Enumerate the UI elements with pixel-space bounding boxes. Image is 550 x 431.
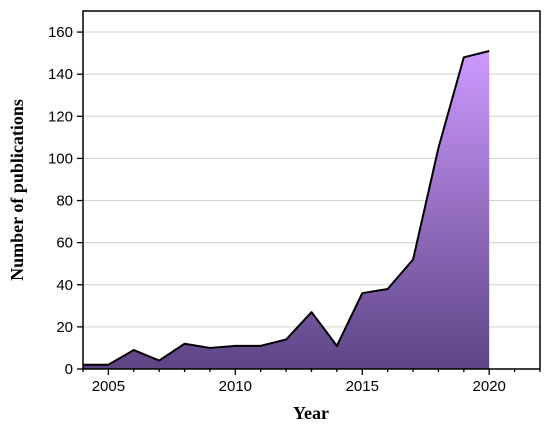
area-fill [83, 51, 490, 369]
x-tick-label: 2020 [473, 378, 506, 395]
x-tick-label: 2015 [346, 378, 379, 395]
plot-frame [82, 10, 541, 370]
x-tick-label: 2005 [92, 378, 125, 395]
y-tick-label: 80 [56, 193, 73, 210]
area-series [83, 50, 490, 369]
y-tick-label: 0 [65, 361, 73, 378]
axis-ticks [77, 31, 541, 375]
y-tick-label: 40 [56, 277, 73, 294]
gridlines [83, 31, 540, 328]
y-tick-label: 100 [48, 150, 73, 167]
y-tick-label: 140 [48, 66, 73, 83]
y-tick-label: 160 [48, 24, 73, 41]
y-tick-label: 60 [56, 235, 73, 252]
x-tick-label: 2010 [219, 378, 252, 395]
y-tick-label: 20 [56, 319, 73, 336]
y-axis-title: Number of publications [7, 99, 27, 281]
tick-labels: 0 20 40 60 80 100 120 140 160 2005 2010 2015 2020 [48, 24, 506, 395]
series-line [83, 50, 490, 366]
x-axis-title: Year [293, 403, 329, 423]
y-tick-label: 120 [48, 108, 73, 125]
